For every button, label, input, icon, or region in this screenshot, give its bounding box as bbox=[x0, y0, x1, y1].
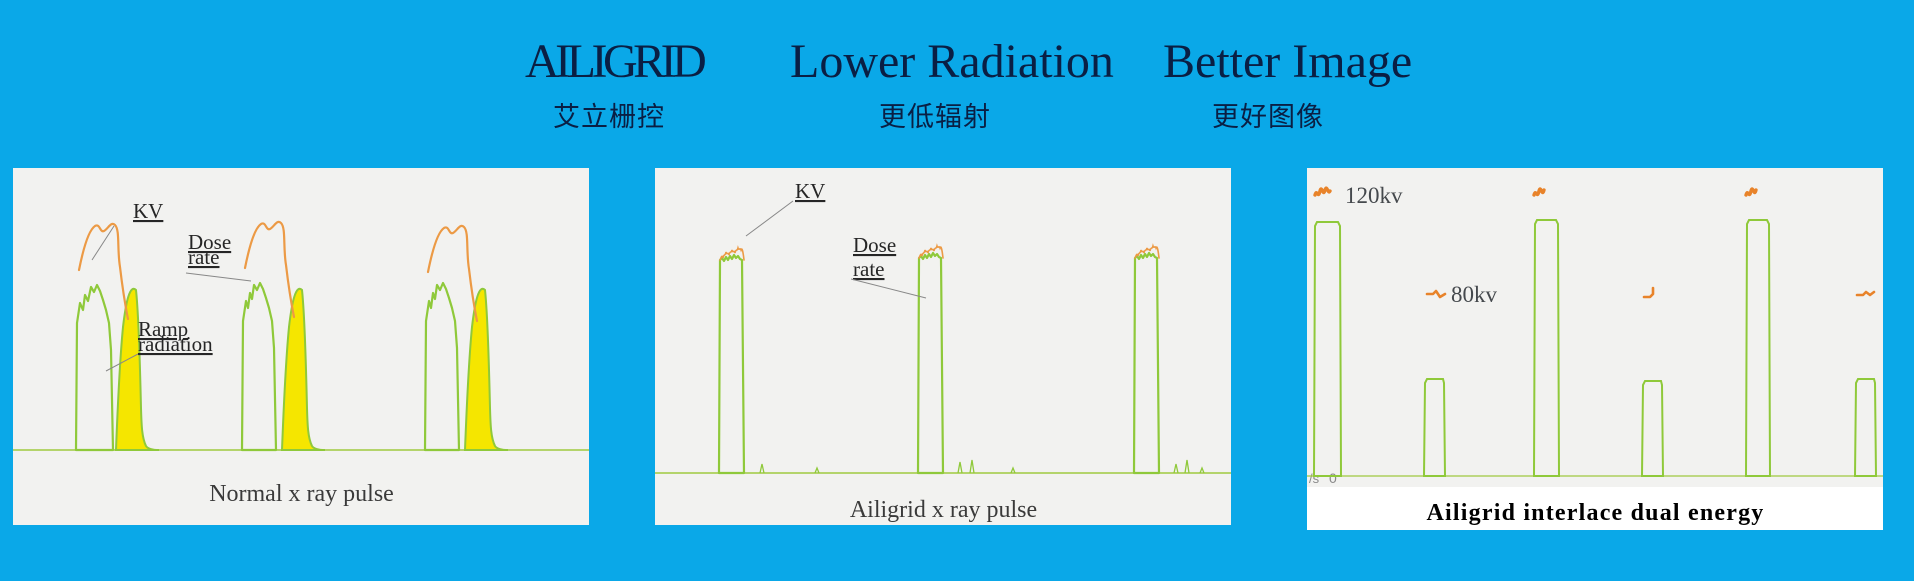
svg-text:radiation: radiation bbox=[138, 332, 213, 356]
svg-text:KV: KV bbox=[133, 199, 163, 223]
svg-text:KV: KV bbox=[795, 179, 825, 203]
svg-text:rate: rate bbox=[188, 245, 219, 269]
svg-text:rate: rate bbox=[853, 257, 884, 281]
svg-text:120kv: 120kv bbox=[1345, 183, 1403, 208]
svg-text:0: 0 bbox=[1329, 470, 1337, 486]
svg-text:80kv: 80kv bbox=[1451, 282, 1498, 307]
svg-text:Dose: Dose bbox=[853, 233, 896, 257]
